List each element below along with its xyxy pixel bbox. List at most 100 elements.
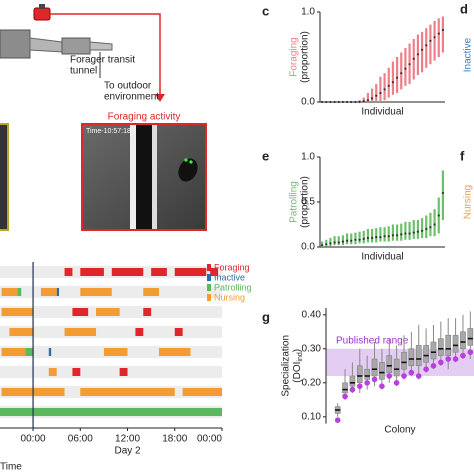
box bbox=[445, 334, 452, 356]
value-point bbox=[395, 76, 399, 79]
y-axis-label-part: (DOI bbox=[292, 362, 303, 383]
x-axis-label: Day 2 bbox=[114, 446, 141, 457]
behavior-interval bbox=[25, 348, 34, 356]
y-axis-label: (proportion) bbox=[300, 31, 311, 83]
y-tick-label: 0.40 bbox=[302, 309, 322, 320]
y-axis-label: Inactive bbox=[463, 37, 474, 72]
value-point bbox=[366, 99, 370, 102]
value-point bbox=[408, 232, 411, 235]
y-tick-label: 0.20 bbox=[302, 377, 322, 388]
box bbox=[430, 341, 437, 360]
y-tick-label: 0.0 bbox=[301, 97, 315, 108]
value-point bbox=[387, 235, 390, 238]
tunnel-label: Forager transit bbox=[70, 55, 135, 66]
value-point bbox=[350, 100, 353, 104]
timestamp: Time-10:57:18 bbox=[86, 128, 131, 135]
value-point bbox=[379, 236, 382, 239]
value-point bbox=[362, 237, 365, 240]
behavior-interval bbox=[159, 348, 191, 356]
legend-swatch bbox=[207, 274, 211, 281]
value-point bbox=[437, 32, 440, 35]
value-point bbox=[345, 100, 349, 104]
behavior-interval bbox=[143, 288, 160, 296]
value-point bbox=[387, 84, 390, 87]
published-point bbox=[356, 383, 363, 390]
box bbox=[342, 382, 348, 394]
published-point bbox=[445, 356, 452, 362]
published-point bbox=[349, 386, 356, 393]
behavior-interval bbox=[40, 288, 57, 296]
value-point bbox=[362, 100, 365, 103]
value-point bbox=[354, 100, 357, 104]
published-point bbox=[393, 380, 400, 386]
value-point bbox=[437, 214, 440, 217]
y-tick-label: 1.0 bbox=[301, 7, 315, 18]
value-point bbox=[425, 44, 428, 47]
value-point bbox=[412, 57, 415, 60]
behavior-interval bbox=[80, 288, 112, 296]
panel-label: e bbox=[262, 148, 269, 163]
behavior-interval bbox=[1, 308, 34, 316]
value-point bbox=[379, 91, 382, 95]
apparatus bbox=[0, 4, 165, 102]
value-point bbox=[341, 100, 345, 104]
behavior-interval bbox=[1, 348, 26, 356]
behavior-interval bbox=[210, 268, 219, 276]
y-axis-label: Patrolling bbox=[289, 181, 300, 223]
legend-label: Foraging bbox=[214, 262, 250, 272]
behavior-interval bbox=[151, 268, 167, 276]
value-point bbox=[320, 244, 324, 247]
behavior-interval bbox=[56, 288, 60, 296]
video-title: Foraging activity bbox=[108, 112, 181, 123]
box bbox=[401, 351, 407, 370]
y-tick-label: 1.0 bbox=[301, 152, 315, 163]
behavior-interval bbox=[72, 368, 81, 376]
value-point bbox=[350, 239, 353, 242]
legend-swatch bbox=[207, 294, 211, 301]
legend-label: Inactive bbox=[214, 272, 245, 282]
value-point bbox=[337, 100, 340, 104]
panel-label: c bbox=[262, 3, 269, 18]
y-tick-label: 0.5 bbox=[301, 197, 315, 208]
value-point bbox=[354, 238, 357, 241]
published-point bbox=[334, 417, 341, 424]
value-point bbox=[412, 231, 415, 234]
value-point bbox=[395, 234, 399, 237]
x-tick-label: 00:00 bbox=[21, 434, 46, 445]
value-point bbox=[375, 236, 378, 239]
value-point bbox=[375, 94, 378, 97]
value-point bbox=[345, 239, 349, 242]
value-point bbox=[429, 226, 432, 229]
y-axis-label: (proportion) bbox=[300, 176, 311, 228]
y-tick-label: 0.10 bbox=[302, 411, 322, 422]
value-point bbox=[433, 36, 436, 39]
behavior-interval bbox=[174, 268, 207, 276]
box bbox=[452, 334, 459, 353]
published-point bbox=[401, 373, 407, 379]
box bbox=[356, 365, 363, 384]
behavior-interval bbox=[72, 308, 89, 316]
y-axis-label: Specialization bbox=[281, 335, 292, 397]
y-axis-label-part: ) bbox=[292, 349, 303, 352]
x-axis-label: Individual bbox=[361, 107, 403, 118]
value-point bbox=[404, 67, 407, 70]
behavior-interval bbox=[96, 308, 120, 316]
published-point bbox=[460, 352, 466, 359]
box bbox=[379, 362, 385, 380]
value-point bbox=[391, 234, 395, 237]
value-point bbox=[341, 240, 345, 243]
y-axis-label: (DOIind) bbox=[292, 349, 304, 383]
published-point bbox=[364, 380, 370, 386]
value-point bbox=[366, 236, 370, 240]
published-point bbox=[342, 393, 348, 400]
value-point bbox=[420, 229, 424, 232]
value-point bbox=[325, 100, 328, 104]
published-point bbox=[438, 359, 444, 366]
x-tick-label: 00:00 bbox=[197, 434, 222, 445]
legend-swatch bbox=[207, 264, 211, 271]
panel-label: g bbox=[262, 309, 270, 324]
legend-label: Patrolling bbox=[214, 282, 252, 292]
box bbox=[364, 368, 370, 380]
box bbox=[467, 328, 474, 346]
box bbox=[423, 345, 429, 363]
